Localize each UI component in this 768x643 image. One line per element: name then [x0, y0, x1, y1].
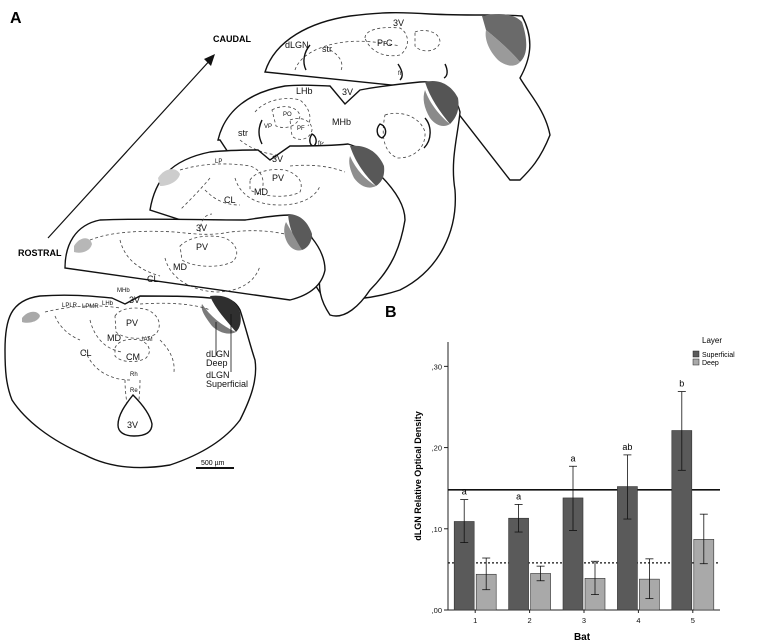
s2-3v: 3V	[342, 87, 353, 97]
dlgn-callouts	[215, 314, 232, 372]
s2-str: str	[238, 128, 248, 138]
legend-swatch-superficial	[692, 350, 700, 358]
rostral-label: ROSTRAL	[18, 248, 62, 258]
x-tick-label: 5	[691, 616, 695, 625]
s4-md: MD	[173, 262, 187, 272]
s1-fr: fr	[398, 71, 402, 77]
s2-fr: fr	[318, 141, 322, 147]
s1-3v: 3V	[393, 18, 404, 28]
scale-bar-label: 500 µm	[201, 460, 225, 467]
section-5: MHb LPLR LPMR LHb 3V PV IAM MD CL CM Rh …	[4, 288, 257, 469]
legend-label-deep: Deep	[702, 360, 719, 367]
s2-po: PO	[283, 112, 292, 118]
s3-3v: 3V	[272, 154, 283, 164]
s3-lp: LP	[215, 159, 222, 165]
optical-density-chart: ,00 ,10 ,20 ,30 a a a ab b 1 2 3 4 5	[432, 342, 720, 625]
significance-letter: a	[570, 453, 575, 463]
panel-a-letter: A	[10, 10, 22, 27]
s4-3v: 3V	[196, 223, 207, 233]
s5-cl: CL	[80, 348, 92, 358]
x-tick-label: 3	[582, 616, 586, 625]
legend-swatch-deep	[692, 358, 700, 366]
s3-pv: PV	[272, 173, 284, 183]
s3-md: MD	[254, 187, 268, 197]
y-tick-label: ,00	[432, 606, 442, 615]
s5-lhb: LHb	[102, 301, 114, 307]
y-tick-label: ,20	[432, 444, 442, 453]
significance-letter: b	[679, 379, 684, 389]
s1-prc: PrC	[377, 38, 393, 48]
y-tick-label: ,30	[432, 362, 442, 371]
s5-iam: IAM	[142, 337, 153, 343]
x-tick-label: 2	[528, 616, 532, 625]
s5-3v: 3V	[129, 295, 140, 305]
s1-str: str	[322, 44, 332, 54]
s2-vp: VP	[264, 124, 272, 130]
significance-letter: a	[516, 491, 521, 501]
s2-pf: PF	[297, 126, 305, 132]
s5-pv: PV	[126, 318, 138, 328]
s4-cl: CL	[147, 274, 159, 284]
s2-lhb: LHb	[296, 86, 313, 96]
s5-lplr: LPLR	[62, 303, 78, 309]
dlgn-superficial-label: dLGN Superficial	[206, 370, 248, 389]
legend: Layer Superficial Deep	[692, 336, 735, 367]
significance-letter: ab	[622, 442, 632, 452]
s4-pv: PV	[196, 242, 208, 252]
s5-md: MD	[107, 333, 121, 343]
s5-3v-bottom: 3V	[127, 420, 138, 430]
s5-re: Re	[130, 388, 138, 394]
s5-lpmr: LPMR	[82, 304, 99, 310]
s5-cm: CM	[126, 352, 140, 362]
x-tick-label: 1	[473, 616, 477, 625]
legend-title: Layer	[702, 336, 722, 345]
s5-rh: Rh	[130, 372, 138, 378]
dlgn-deep-label: dLGN Deep	[206, 349, 230, 368]
rostral-caudal-arrow	[47, 54, 215, 239]
s1-dlgn: dLGN	[285, 40, 309, 50]
panel-b-letter: B	[385, 304, 397, 321]
section-4: 3V PV MD CL	[64, 213, 326, 301]
s3-cl: CL	[224, 195, 236, 205]
y-axis-title: dLGN Relative Optical Density	[413, 411, 423, 541]
section-1: 3V dLGN str PrC fr	[264, 11, 551, 181]
x-tick-label: 4	[636, 616, 640, 625]
legend-label-superficial: Superficial	[702, 352, 735, 359]
caudal-label: CAUDAL	[213, 34, 251, 44]
s5-mhb: MHb	[117, 288, 130, 294]
x-axis-title: Bat	[574, 632, 591, 643]
significance-letter: a	[462, 487, 467, 497]
s2-mhb: MHb	[332, 117, 351, 127]
y-tick-label: ,10	[432, 525, 442, 534]
